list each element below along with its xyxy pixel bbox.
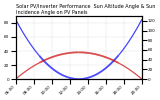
Text: Solar PV/Inverter Performance  Sun Altitude Angle & Sun Incidence Angle on PV Pa: Solar PV/Inverter Performance Sun Altitu… <box>16 4 155 15</box>
